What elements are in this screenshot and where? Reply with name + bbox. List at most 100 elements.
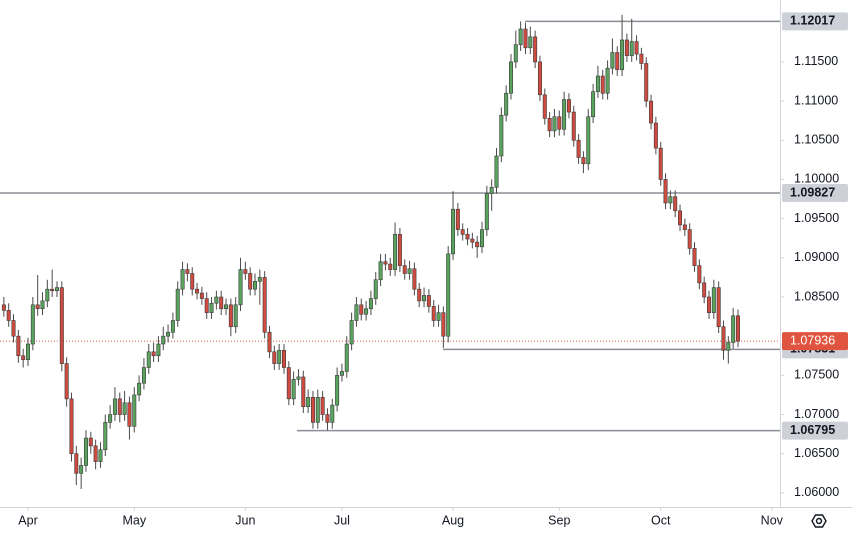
candle-body: [735, 315, 740, 342]
x-tick-label: Oct: [651, 513, 671, 527]
candle-body: [412, 268, 417, 290]
candle-body: [707, 296, 711, 313]
candle-body: [484, 193, 489, 230]
candle-body: [93, 445, 98, 462]
candle-body: [248, 273, 253, 290]
candle-body: [88, 437, 93, 447]
candle-body: [417, 288, 422, 302]
candle-body: [330, 404, 335, 423]
candle-body: [402, 265, 407, 274]
candle-body: [122, 402, 127, 415]
candle-body: [470, 238, 475, 243]
level-label-box: [782, 12, 848, 31]
candle-body: [508, 61, 513, 94]
candle-body: [586, 116, 591, 165]
candle-body: [441, 312, 446, 337]
candle-body: [431, 306, 436, 321]
candle-body: [581, 157, 586, 165]
y-tick-label: 1.06500: [794, 446, 839, 460]
candle-body: [605, 67, 610, 94]
candle-body: [721, 326, 726, 351]
candle-body: [277, 349, 282, 364]
candle-body: [475, 241, 480, 248]
candle-body: [624, 39, 629, 56]
candle-body: [267, 331, 272, 353]
settings-gear[interactable]: [811, 514, 827, 528]
candle-body: [40, 300, 45, 310]
candle-body: [620, 39, 625, 71]
candle-body: [446, 253, 451, 337]
candle-body: [649, 100, 654, 124]
y-tick-label: 1.08500: [794, 289, 839, 303]
candle-body: [552, 116, 557, 132]
candle-body: [489, 186, 494, 194]
candle-body: [166, 331, 171, 337]
candle-body: [451, 208, 456, 255]
candle-body: [64, 363, 69, 400]
candle-body: [436, 312, 441, 321]
candle-body: [209, 302, 214, 313]
candle-body: [132, 394, 137, 427]
candle-body: [281, 349, 286, 368]
candle-body: [1, 304, 6, 311]
y-tick-label: 1.07000: [794, 407, 839, 421]
candle-body: [359, 304, 364, 315]
candle-body: [79, 465, 84, 474]
candle-body: [697, 265, 702, 284]
level-label-box: [782, 421, 848, 440]
candle-body: [557, 116, 562, 130]
candle-body: [146, 351, 151, 368]
candle-body: [35, 304, 40, 310]
candle-body: [373, 279, 378, 299]
candle-body: [55, 287, 59, 292]
level-label: 1.06795: [790, 423, 835, 437]
candle-body: [6, 310, 11, 321]
candle-body: [455, 208, 460, 230]
x-tick-label: Jul: [334, 513, 350, 527]
level-label: 1.09827: [790, 185, 835, 199]
candle-body: [83, 437, 88, 466]
candle-body: [349, 320, 354, 345]
candle-body: [21, 355, 26, 360]
candle-body: [253, 281, 257, 290]
y-tick-label: 1.10500: [794, 133, 839, 147]
candle-body: [156, 343, 161, 357]
candle-body: [702, 282, 707, 298]
candle-body: [296, 376, 301, 380]
candle-body: [663, 179, 668, 204]
candle-body: [687, 229, 692, 249]
candle-body: [513, 44, 518, 63]
settings-hub[interactable]: [815, 517, 823, 525]
candle-body: [219, 296, 224, 310]
candle-body: [180, 269, 185, 290]
candle-body: [69, 398, 74, 455]
candle-body: [16, 335, 21, 357]
candle-body: [291, 378, 296, 400]
candle-body: [354, 304, 359, 321]
candle-body: [175, 288, 180, 321]
candle-body: [301, 376, 306, 407]
candle-body: [214, 296, 219, 304]
candle-body: [228, 304, 233, 328]
candle-body: [726, 342, 731, 351]
candle-body: [566, 99, 571, 113]
candle-body: [170, 320, 175, 333]
candle-body: [368, 298, 373, 310]
candle-body: [562, 99, 567, 130]
candle-body: [547, 118, 552, 132]
candle-body: [204, 298, 209, 313]
candle-body: [673, 196, 678, 212]
settings-icon[interactable]: [811, 514, 827, 528]
candle-body: [711, 287, 716, 313]
candle-body: [262, 277, 267, 333]
candle-body: [610, 52, 615, 69]
candle-body: [26, 343, 31, 360]
candle-body: [678, 210, 683, 226]
candle-body: [682, 224, 687, 230]
candle-body: [658, 147, 663, 180]
candle-body: [494, 155, 499, 188]
candle-body: [615, 52, 620, 71]
candle-body: [190, 273, 195, 290]
candle-body: [634, 41, 639, 55]
